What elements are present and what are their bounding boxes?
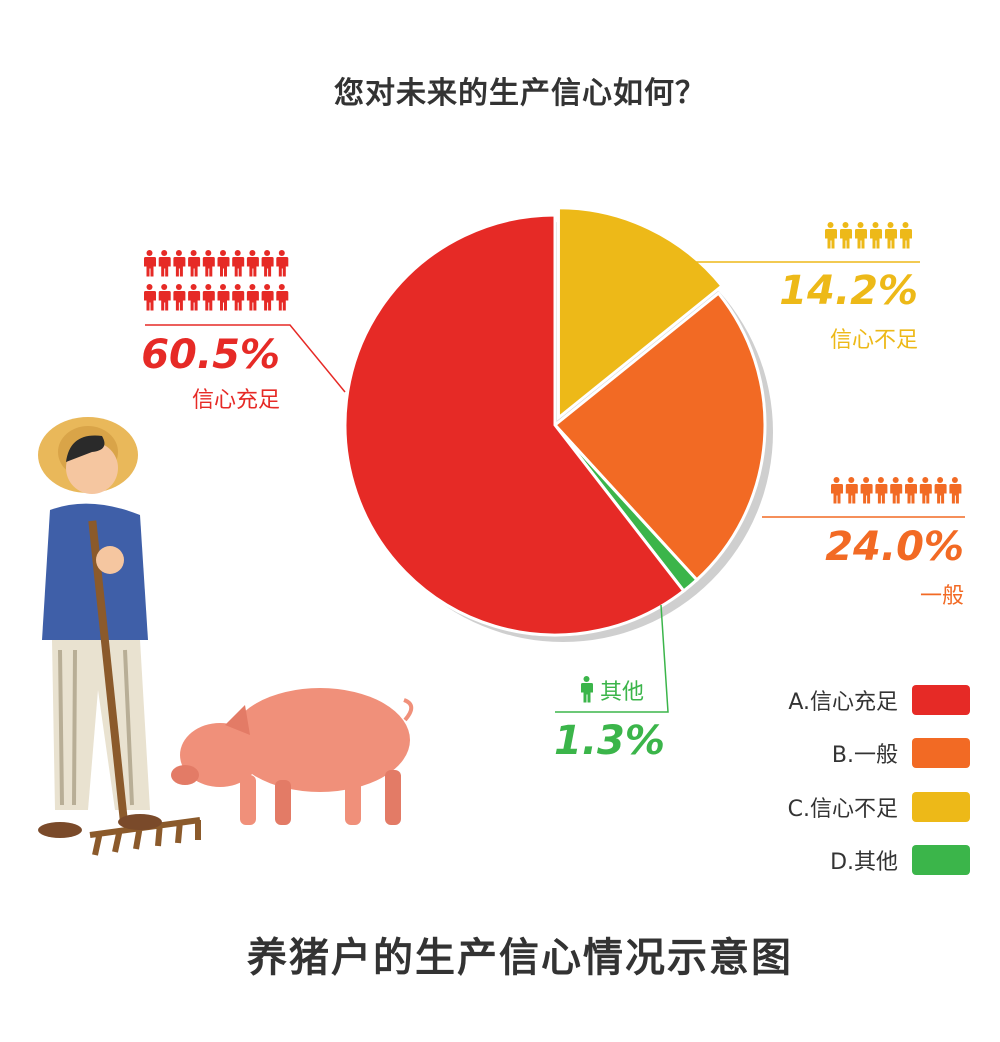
legend-swatch: [912, 845, 970, 875]
slice-label-name-a: 信心充足: [191, 388, 280, 413]
person-icon: [173, 250, 186, 277]
person-icon: [188, 250, 201, 277]
leader-line-a: [145, 324, 346, 393]
slice-label-value-b: 24.0%: [825, 524, 964, 570]
person-icon: [261, 250, 274, 277]
legend-label: B.一般: [831, 743, 898, 768]
legend-item-c: C.信心不足: [720, 790, 970, 824]
chart-caption: 养猪户的生产信心情况示意图: [247, 935, 793, 981]
slice-label-value-c: 14.2%: [779, 268, 918, 314]
chart-title: 您对未来的生产信心如何？: [334, 76, 706, 111]
person-icon: [217, 250, 230, 277]
person-icon: [188, 284, 201, 311]
leader-line-d: [555, 604, 669, 713]
person-icon: [934, 477, 947, 504]
person-icon: [144, 284, 156, 311]
person-icon: [919, 477, 932, 504]
person-icon: [905, 477, 917, 504]
person-icon: [158, 284, 171, 311]
slice-label-value-d: 1.3%: [554, 718, 665, 764]
legend-item-a: A.信心充足: [720, 683, 970, 717]
person-icon: [890, 477, 903, 504]
person-icon: [261, 284, 274, 311]
person-icon: [949, 477, 962, 504]
pie-slice-b: [552, 291, 767, 582]
person-icon: [875, 477, 888, 504]
legend-swatch: [912, 792, 970, 822]
legend-swatch: [912, 738, 970, 768]
pie-slice-c: [556, 206, 725, 421]
farmer-illustration: [38, 417, 201, 856]
person-icon: [860, 477, 873, 504]
legend-swatch: [912, 685, 970, 715]
person-icon: [840, 222, 852, 249]
legend-label: C.信心不足: [787, 797, 898, 822]
person-icon: [202, 250, 215, 277]
person-icon: [855, 222, 867, 249]
slice-label-name-b: 一般: [919, 584, 964, 609]
person-icon: [870, 222, 882, 249]
person-icon: [845, 477, 858, 504]
legend-label: D.其他: [830, 850, 898, 875]
person-icon: [246, 250, 259, 277]
person-icon: [202, 284, 215, 311]
person-icon: [831, 477, 843, 504]
person-icon: [173, 284, 186, 311]
person-icon: [158, 250, 171, 277]
person-icon: [246, 284, 259, 311]
person-icon: [217, 284, 230, 311]
legend-item-b: B.一般: [720, 736, 970, 770]
person-icon: [276, 250, 289, 277]
person-icon: [900, 222, 912, 249]
person-icon: [232, 250, 245, 277]
slice-label-name-c: 信心不足: [829, 328, 918, 353]
person-icon: [885, 222, 897, 249]
legend-label: A.信心充足: [788, 690, 898, 715]
legend-item-d: D.其他: [720, 843, 970, 877]
pig-illustration: [171, 688, 414, 825]
slice-label-value-a: 60.5%: [141, 332, 280, 378]
person-icon: [825, 222, 837, 249]
person-icon: [144, 250, 156, 277]
person-icon: [581, 676, 593, 703]
pie-slice-a: [343, 213, 686, 637]
slice-label-name-d: 其他: [600, 680, 645, 705]
person-icon: [232, 284, 245, 311]
person-icon: [276, 284, 289, 311]
